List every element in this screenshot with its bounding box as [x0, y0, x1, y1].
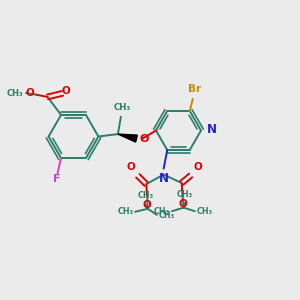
Text: O: O [143, 200, 152, 210]
Text: N: N [206, 123, 216, 136]
Text: CH₃: CH₃ [6, 88, 23, 98]
Text: CH₃: CH₃ [117, 207, 133, 216]
Text: CH₃: CH₃ [114, 103, 131, 112]
Text: Br: Br [188, 84, 201, 94]
Text: O: O [178, 199, 187, 208]
Text: CH₃: CH₃ [138, 191, 154, 200]
Text: O: O [25, 88, 34, 98]
Text: CH₃: CH₃ [154, 207, 170, 216]
Text: F: F [53, 174, 60, 184]
Text: N: N [159, 172, 169, 185]
Text: CH₃: CH₃ [158, 211, 175, 220]
Text: CH₃: CH₃ [197, 207, 213, 216]
Text: O: O [194, 162, 203, 172]
Text: O: O [62, 86, 70, 96]
Text: O: O [140, 134, 149, 144]
Text: O: O [127, 162, 135, 172]
Text: CH₃: CH₃ [177, 190, 193, 199]
Polygon shape [118, 134, 137, 142]
